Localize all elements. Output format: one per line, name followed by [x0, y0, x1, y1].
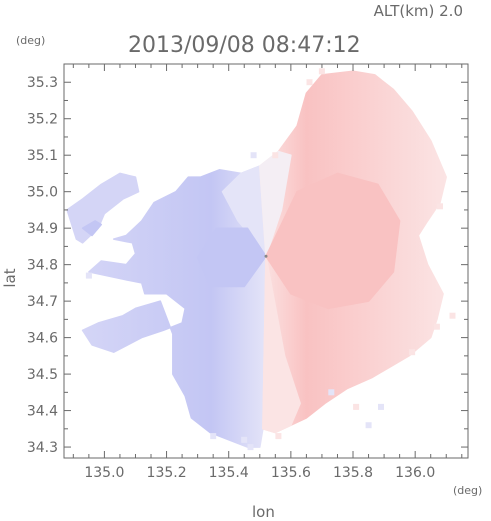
y-tick-label: 35.0	[27, 185, 58, 201]
approaching-northwest-arm	[66, 172, 140, 244]
zero-velocity-band	[259, 150, 292, 258]
echo-cell	[272, 152, 279, 159]
timestamp-title: 2013/09/08 08:47:12	[128, 33, 361, 58]
approaching-arm-tip	[81, 220, 103, 237]
echo-cell	[318, 68, 325, 75]
y-tick-label: 34.8	[27, 258, 58, 274]
echo-cell	[353, 403, 360, 410]
y-tick-label: 34.6	[27, 331, 58, 347]
x-axis-label: lon	[252, 503, 275, 521]
echo-cell	[437, 203, 443, 210]
x-tick-label: 135.8	[333, 465, 373, 481]
y-tick-label: 34.5	[27, 367, 58, 383]
echo-cell	[275, 433, 282, 440]
y-tick-label: 34.9	[27, 221, 58, 237]
y-axis-ticks: 34.3 34.4 34.5 34.6 34.7 34.8 34.9 35.0 35.1 35.2…	[27, 63, 468, 456]
y-tick-label: 35.2	[27, 112, 58, 128]
receding-weak-band	[262, 255, 301, 434]
echo-cell	[250, 152, 257, 159]
plot-frame	[63, 63, 469, 459]
echo-cell	[433, 323, 440, 330]
radial-velocity-field	[66, 68, 456, 451]
echo-cell	[365, 422, 372, 429]
x-tick-label: 135.4	[209, 465, 249, 481]
echo-cell	[85, 272, 92, 279]
altitude-label: ALT(km) 2.0	[374, 2, 463, 20]
x-axis-unit: (deg)	[453, 484, 482, 497]
x-tick-label: 136.0	[395, 465, 435, 481]
echo-cell	[241, 436, 248, 443]
x-tick-label: 135.2	[147, 465, 187, 481]
y-tick-label: 35.1	[27, 148, 58, 164]
echo-cell	[378, 403, 384, 410]
x-tick-label: 135.6	[271, 465, 311, 481]
x-axis-ticks: 135.0 135.2 135.4 135.6 135.8 136.0	[72, 64, 463, 481]
echo-cell	[210, 433, 217, 440]
approaching-core	[196, 227, 267, 288]
echo-cell	[247, 444, 254, 451]
x-tick-label: 135.0	[84, 465, 124, 481]
radar-site-marker	[264, 254, 268, 258]
echo-cell	[306, 79, 313, 86]
y-tick-label: 34.3	[27, 440, 58, 456]
y-axis-unit: (deg)	[16, 34, 45, 47]
receding-core	[265, 172, 401, 310]
y-tick-label: 34.7	[27, 294, 58, 310]
echo-cell	[328, 389, 335, 396]
echo-cell	[449, 312, 456, 319]
y-tick-label: 34.4	[27, 404, 58, 420]
y-axis-label: lat	[1, 268, 19, 287]
echo-cell	[409, 349, 416, 356]
y-tick-label: 35.3	[27, 75, 58, 91]
